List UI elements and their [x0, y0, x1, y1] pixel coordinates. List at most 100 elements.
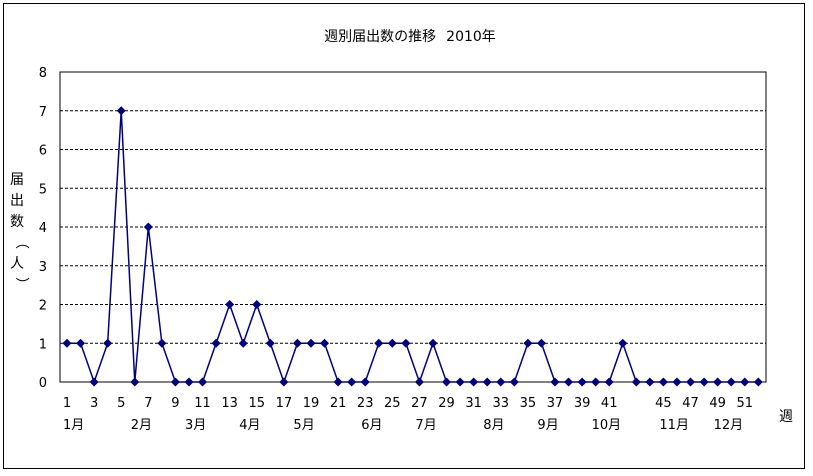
x-tick-label: 51 [736, 396, 753, 411]
data-point [401, 338, 411, 348]
chart-title-text: 週別届出数の推移 [324, 29, 436, 45]
series-line [67, 110, 759, 385]
x-tick-label: 3 [90, 396, 98, 411]
data-point [740, 377, 750, 387]
x-tick-label: 29 [438, 396, 455, 411]
data-point [536, 338, 546, 348]
data-point [198, 377, 208, 387]
data-point [89, 377, 99, 387]
x-tick-label: 1 [63, 396, 71, 411]
data-point [713, 377, 723, 387]
y-axis-ticks: 0 1 2 3 4 5 6 7 8 [39, 66, 47, 391]
x-tick-label: 49 [709, 396, 726, 411]
month-label: 4月 [239, 418, 260, 433]
data-point [645, 377, 655, 387]
data-point [292, 338, 302, 348]
data-point [618, 338, 628, 348]
x-tick-label: 39 [574, 396, 591, 411]
data-point [496, 377, 506, 387]
x-tick-label: 27 [411, 396, 428, 411]
y-tick-label: 1 [39, 337, 47, 352]
x-tick-label: 13 [221, 396, 238, 411]
data-point [550, 377, 560, 387]
data-point [374, 338, 384, 348]
data-point [387, 338, 397, 348]
x-tick-label: 33 [492, 396, 509, 411]
y-tick-label: 0 [39, 376, 47, 391]
data-point [157, 338, 167, 348]
data-point [753, 377, 763, 387]
x-tick-label: 5 [117, 396, 125, 411]
month-label: 5月 [293, 418, 314, 433]
x-axis-ticks: 1 3 5 7 9 11 13 15 17 19 21 23 25 27 29 31 33 35 37 39 41 45 4… [63, 396, 753, 411]
x-tick-label: 31 [465, 396, 482, 411]
month-label: 12月 [714, 418, 744, 433]
data-point [184, 377, 194, 387]
y-tick-label: 7 [39, 105, 47, 120]
data-point [509, 377, 519, 387]
y-axis-label-char: ） [13, 277, 29, 291]
y-tick-label: 8 [39, 66, 47, 81]
data-point [238, 338, 248, 348]
x-tick-label: 17 [276, 396, 293, 411]
x-tick-label: 41 [601, 396, 618, 411]
data-point [726, 377, 736, 387]
month-label: 2月 [131, 418, 152, 433]
data-point [658, 377, 668, 387]
y-tick-label: 6 [39, 144, 47, 159]
month-label: 7月 [415, 418, 436, 433]
data-point [347, 377, 357, 387]
data-point [672, 377, 682, 387]
y-axis-label-char: （ [13, 235, 29, 249]
x-tick-label: 25 [384, 396, 401, 411]
month-labels: 1月 2月 3月 4月 5月 6月 7月 8月 9月 10月 11月 12月 [63, 418, 743, 433]
data-point [279, 377, 289, 387]
data-point [143, 222, 153, 232]
gridlines [60, 110, 766, 344]
data-point [360, 377, 370, 387]
x-tick-label: 7 [144, 396, 152, 411]
x-tick-label: 21 [330, 396, 347, 411]
y-axis-label-char: 届 [10, 172, 24, 188]
y-tick-label: 2 [39, 299, 47, 314]
x-tick-label: 37 [547, 396, 564, 411]
x-tick-label: 9 [171, 396, 179, 411]
month-label: 10月 [592, 418, 622, 433]
data-point [564, 377, 574, 387]
data-point [455, 377, 465, 387]
data-point [76, 338, 86, 348]
month-label: 8月 [483, 418, 504, 433]
data-point-markers [62, 106, 763, 387]
data-point [225, 300, 235, 309]
x-axis-label: 週 [779, 409, 793, 425]
data-point [699, 377, 709, 387]
x-tick-label: 15 [248, 396, 265, 411]
month-label: 11月 [659, 418, 689, 433]
data-point [469, 377, 479, 387]
data-point [333, 377, 343, 387]
data-point [62, 338, 72, 348]
data-point [211, 338, 221, 348]
data-point [428, 338, 438, 348]
y-axis-label: 届出数 （ 人 ） [10, 172, 29, 291]
data-point [686, 377, 696, 387]
data-point [170, 377, 180, 387]
data-point [103, 338, 113, 348]
y-axis-label-char: 数 [10, 214, 24, 230]
x-tick-label: 35 [520, 396, 537, 411]
data-point [414, 377, 424, 387]
data-point [116, 106, 126, 116]
data-point [523, 338, 533, 348]
y-tick-label: 5 [39, 182, 47, 197]
x-tick-label: 45 [655, 396, 672, 411]
month-label: 9月 [537, 418, 558, 433]
y-tick-label: 3 [39, 260, 47, 275]
y-tick-label: 4 [39, 221, 47, 236]
month-label: 1月 [63, 418, 84, 433]
y-axis-label-char: 出 [10, 193, 24, 209]
data-point [482, 377, 492, 387]
data-point [577, 377, 587, 387]
month-label: 3月 [185, 418, 206, 433]
data-point [320, 338, 330, 348]
